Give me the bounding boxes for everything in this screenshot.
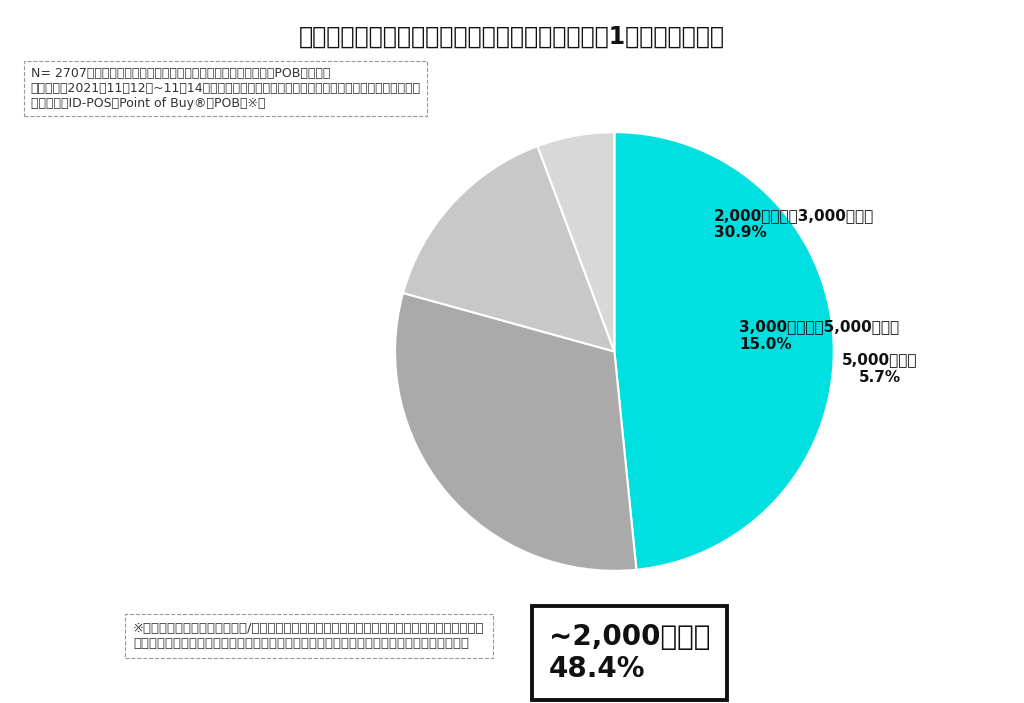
Text: ~2,000円未満
48.4%: ~2,000円未満 48.4% bbox=[549, 623, 710, 683]
Text: 5,000円以上
5.7%: 5,000円以上 5.7% bbox=[842, 352, 918, 385]
Text: 3,000円以上～5,000円未満
15.0%: 3,000円以上～5,000円未満 15.0% bbox=[739, 319, 899, 352]
Text: N= 2707人、今年自宅でクリスマスパーティをする回答した全国POB会員男女
調査期間：2021年11月12日~11月14日　インターネットリサーチ　ソフトブ: N= 2707人、今年自宅でクリスマスパーティをする回答した全国POB会員男女 … bbox=[31, 67, 421, 110]
Text: 2,000円以上～3,000円未満
30.9%: 2,000円以上～3,000円未満 30.9% bbox=[714, 207, 874, 240]
Wedge shape bbox=[403, 146, 614, 352]
Text: ※全国の消費者から実際に購入/利用したレシートを収集し、ブランドカテゴリや利用サービス、
実際の飲食店ごとのレシートを通して集計したマルチプルリテール購買データ: ※全国の消費者から実際に購入/利用したレシートを収集し、ブランドカテゴリや利用サ… bbox=[133, 622, 484, 650]
Wedge shape bbox=[538, 132, 614, 352]
Wedge shape bbox=[614, 132, 834, 569]
Wedge shape bbox=[395, 293, 636, 571]
Text: 図表３）クリスマスパーティで「飲食」にかける1人あたりの予算: 図表３）クリスマスパーティで「飲食」にかける1人あたりの予算 bbox=[299, 25, 725, 49]
